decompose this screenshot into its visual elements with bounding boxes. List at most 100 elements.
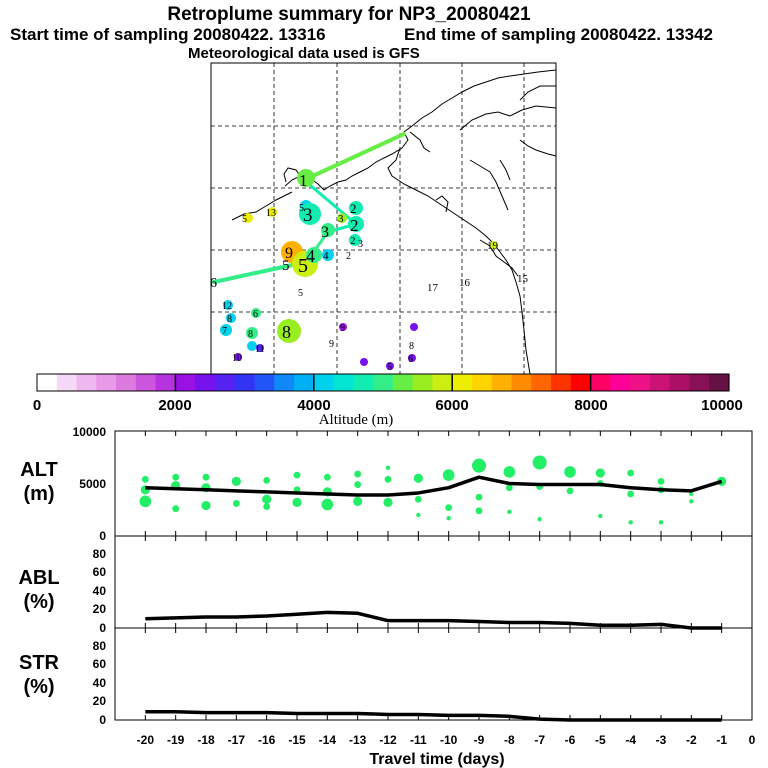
x-tick-label: -20 bbox=[137, 733, 155, 747]
alt-bubble bbox=[507, 509, 512, 515]
alt-series-line bbox=[145, 475, 723, 497]
map-label: 2 bbox=[350, 235, 356, 247]
abl-axis-title: ABL bbox=[18, 567, 59, 589]
colorbar-cell bbox=[531, 374, 552, 391]
colorbar-cell bbox=[452, 374, 473, 391]
x-tick-label: -5 bbox=[595, 733, 606, 747]
alt-bubble bbox=[416, 512, 421, 518]
abl-ytick: 60 bbox=[93, 565, 107, 579]
colorbar-cell bbox=[570, 374, 592, 391]
colorbar-cell bbox=[76, 374, 97, 391]
str-ytick: 60 bbox=[93, 657, 107, 671]
alt-bubble bbox=[566, 487, 574, 495]
start-time-label: Start time of sampling 20080422. 13316 bbox=[10, 25, 326, 44]
alt-bubble bbox=[172, 505, 180, 513]
colorbar-label: Altitude (m) bbox=[319, 412, 394, 428]
map-label: 2 bbox=[350, 216, 359, 235]
map-label: 12 bbox=[222, 301, 232, 312]
map-label: 5 bbox=[387, 362, 392, 373]
colorbar-cell bbox=[195, 374, 216, 391]
trajectory-clusters bbox=[220, 169, 498, 370]
colorbar-cell bbox=[491, 374, 513, 391]
map-label: 6 bbox=[408, 354, 413, 365]
abl-axis-unit: (%) bbox=[23, 591, 54, 613]
map-label: 9 bbox=[329, 339, 334, 350]
alt-bubble bbox=[472, 458, 486, 473]
alt-bubble bbox=[323, 473, 331, 481]
alt-bubble bbox=[628, 520, 633, 525]
abl-series-line bbox=[145, 610, 722, 630]
alt-bubble bbox=[292, 497, 302, 507]
x-tick-label: -12 bbox=[379, 733, 397, 747]
alt-bubble bbox=[658, 520, 664, 525]
map-label: 15 bbox=[517, 273, 529, 285]
map-label: 9 bbox=[340, 323, 345, 334]
x-tick-label: -19 bbox=[167, 733, 185, 747]
end-time-label: End time of sampling 20080422. 13342 bbox=[404, 25, 713, 44]
alt-ytick: 0 bbox=[99, 529, 106, 543]
map-label: 6 bbox=[210, 276, 217, 291]
alt-bubble bbox=[321, 498, 334, 511]
alt-bubble bbox=[231, 476, 241, 486]
time-series-panels: ALT (m) ABL (%) STR (%) 10000 5000 0 80 … bbox=[18, 425, 755, 768]
alt-bubble bbox=[475, 507, 483, 515]
x-tick-label: -15 bbox=[288, 733, 306, 747]
x-tick-label: -2 bbox=[686, 733, 697, 747]
colorbar-cell bbox=[590, 374, 611, 391]
x-tick-label: -18 bbox=[197, 733, 215, 747]
alt-bubble bbox=[598, 513, 603, 519]
alt-ytick: 10000 bbox=[73, 425, 107, 439]
alt-bubble bbox=[353, 496, 363, 506]
colorbar-tick: 0 bbox=[33, 397, 41, 414]
map-label: 2 bbox=[350, 201, 357, 216]
altitude-colorbar: 0 2000 4000 6000 8000 10000 Altitude (m) bbox=[33, 373, 743, 428]
str-axis-unit: (%) bbox=[23, 676, 54, 698]
map-label: 5 bbox=[282, 258, 290, 274]
alt-bubble bbox=[232, 500, 240, 507]
alt-ytick: 5000 bbox=[79, 477, 106, 491]
colorbar-cell bbox=[155, 374, 176, 391]
alt-bubble bbox=[595, 468, 605, 478]
colorbar-cell bbox=[669, 374, 691, 391]
alt-bubble bbox=[383, 497, 393, 507]
colorbar-cell bbox=[649, 374, 671, 391]
colorbar-tick: 4000 bbox=[297, 397, 330, 414]
map-label: 4 bbox=[323, 250, 329, 262]
cluster-labels: 1 2 2 2 2 3 3 3 3 4 4 5 5 5 5 5 5 6 6 6 … bbox=[210, 171, 529, 373]
colorbar-cell bbox=[175, 374, 196, 391]
alt-bubble bbox=[262, 494, 272, 504]
trajectory-map: 1 2 2 2 2 3 3 3 3 4 4 5 5 5 5 5 5 6 6 6 … bbox=[210, 62, 557, 375]
alt-bubble bbox=[172, 473, 180, 481]
map-label: 1 bbox=[299, 171, 308, 190]
abl-panel-frame bbox=[114, 535, 753, 629]
map-label: 3 bbox=[321, 224, 329, 241]
x-tick-label: -8 bbox=[504, 733, 515, 747]
map-label: 8 bbox=[409, 341, 414, 352]
alt-bubble bbox=[202, 473, 210, 481]
colorbar-cell bbox=[610, 374, 631, 391]
alt-bubble bbox=[445, 504, 453, 512]
alt-bubble bbox=[442, 469, 455, 481]
colorbar-cell bbox=[689, 374, 710, 391]
colorbar-cell bbox=[471, 374, 493, 391]
colorbar-cell bbox=[254, 374, 275, 391]
x-tick-label: -11 bbox=[410, 733, 427, 747]
map-label: 10 bbox=[232, 353, 242, 364]
colorbar-cell bbox=[234, 374, 256, 391]
colorbar-cell bbox=[294, 374, 315, 391]
x-tick-label: -17 bbox=[228, 733, 246, 747]
colorbar-cell bbox=[313, 374, 335, 391]
alt-bubble bbox=[627, 490, 635, 498]
alt-bubble bbox=[384, 475, 392, 483]
alt-bubble bbox=[689, 499, 694, 504]
map-label: 3 bbox=[303, 205, 313, 226]
colorbar-cell bbox=[274, 374, 295, 391]
alt-bubble bbox=[201, 500, 211, 511]
colorbar-cell bbox=[214, 374, 236, 391]
map-label: 17 bbox=[427, 282, 439, 294]
map-label: 5 bbox=[298, 288, 303, 299]
abl-ytick: 0 bbox=[99, 621, 106, 635]
alt-bubble bbox=[293, 471, 301, 479]
map-label: 9 bbox=[285, 245, 293, 262]
alt-bubble bbox=[263, 476, 271, 484]
